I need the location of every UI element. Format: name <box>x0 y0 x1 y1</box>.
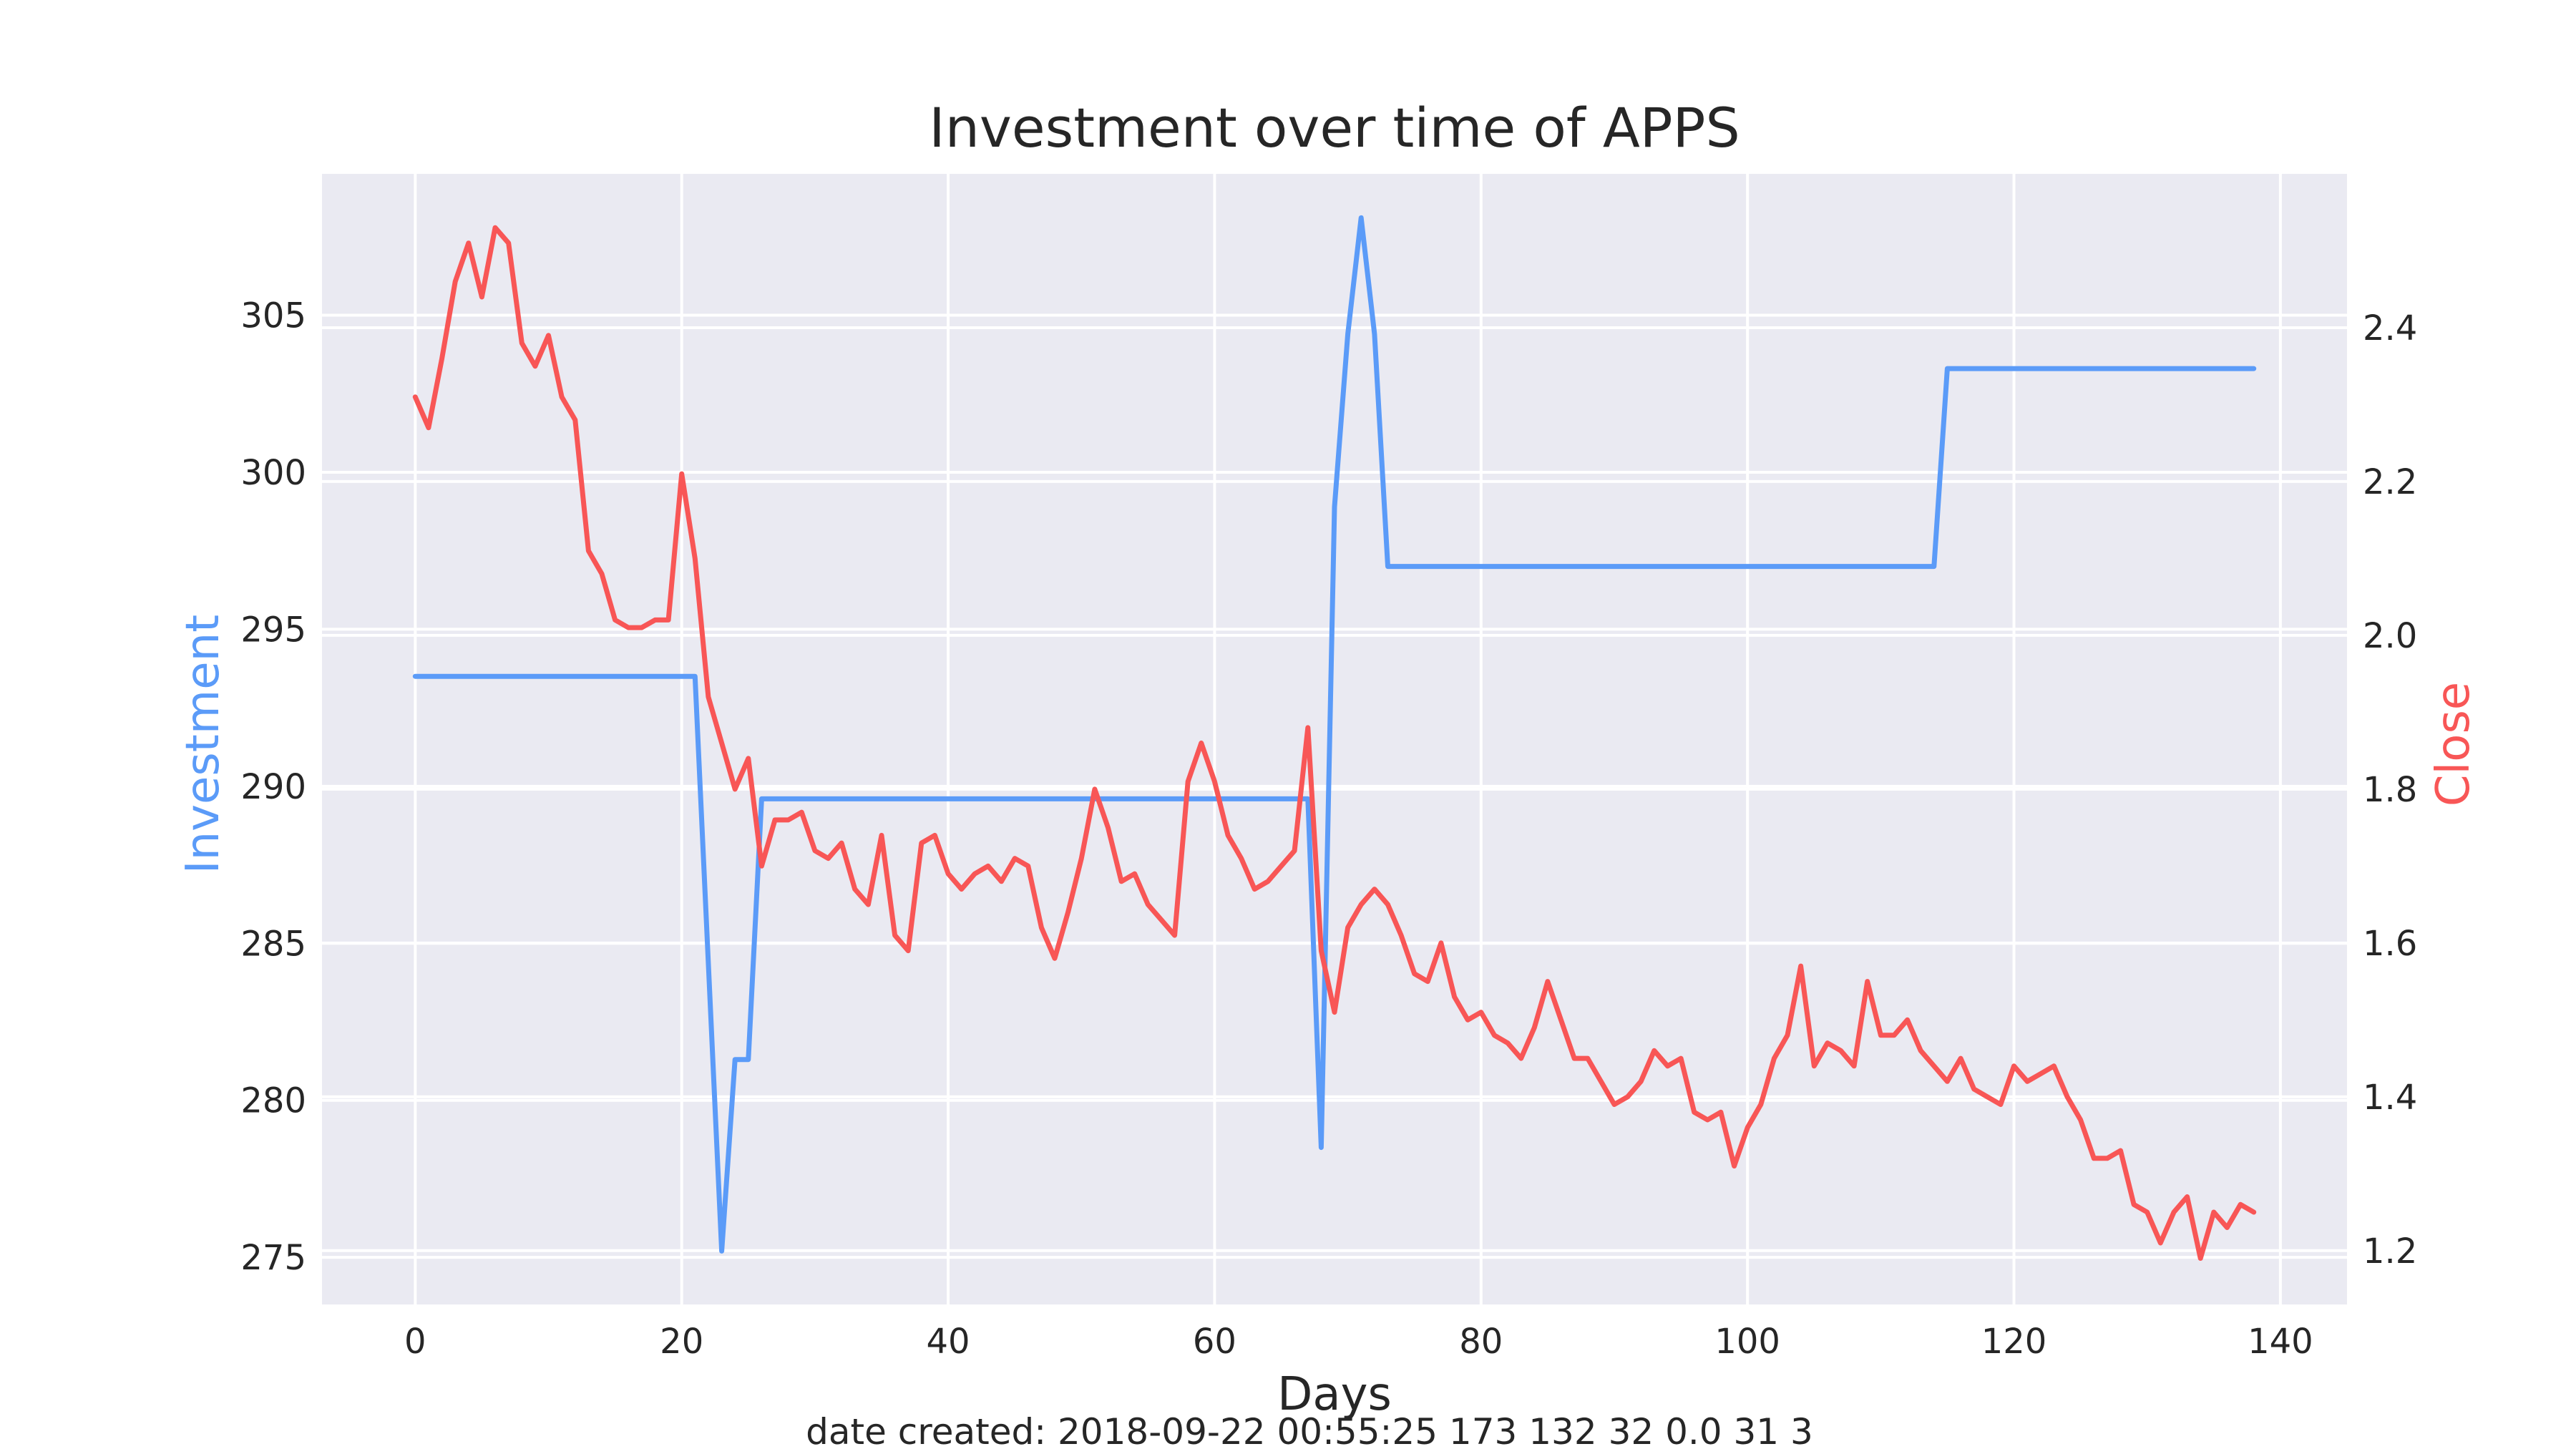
y-tick-label-left: 295 <box>240 610 306 650</box>
y-tick-label-right: 1.2 <box>2363 1231 2417 1272</box>
y-tick-label-left: 305 <box>240 296 306 336</box>
series-layer <box>412 215 2257 1261</box>
footer-text: date created: 2018-09-22 00:55:25 173 13… <box>806 1411 1813 1449</box>
axis-ticks: 0 20 40 60 80 100 120 140 275 280 285 290 295 300 305 1… <box>240 296 2417 1362</box>
x-tick-label: 100 <box>1714 1322 1780 1362</box>
series-line-close <box>412 225 2257 1261</box>
y-tick-label-right: 2.2 <box>2363 462 2417 502</box>
y-axis-label-right: Close <box>2427 682 2480 806</box>
y-tick-label-right: 1.6 <box>2363 924 2417 964</box>
y-tick-label-left: 280 <box>240 1081 306 1121</box>
chart-title: Investment over time of APPS <box>929 96 1740 160</box>
y-tick-label-right: 1.4 <box>2363 1078 2417 1118</box>
y-axis-label-left: Investment <box>177 615 230 874</box>
y-tick-label-left: 275 <box>240 1238 306 1278</box>
x-tick-label: 80 <box>1459 1322 1503 1362</box>
x-tick-label: 0 <box>404 1322 426 1362</box>
x-tick-label: 40 <box>927 1322 970 1362</box>
y-tick-label-left: 300 <box>240 453 306 493</box>
y-tick-label-right: 2.4 <box>2363 308 2417 348</box>
x-tick-label: 20 <box>660 1322 703 1362</box>
y-tick-label-left: 290 <box>240 767 306 807</box>
x-tick-label: 120 <box>1981 1322 2047 1362</box>
y-tick-label-right: 1.8 <box>2363 770 2417 810</box>
y-tick-label-right: 2.0 <box>2363 616 2417 656</box>
grid-lines <box>322 174 2347 1304</box>
plot-background <box>322 174 2347 1304</box>
x-tick-label: 140 <box>2248 1322 2313 1362</box>
series-line-investment <box>412 215 2257 1254</box>
x-tick-label: 60 <box>1193 1322 1236 1362</box>
y-tick-label-left: 285 <box>240 924 306 964</box>
x-axis-label: Days <box>1277 1368 1392 1421</box>
